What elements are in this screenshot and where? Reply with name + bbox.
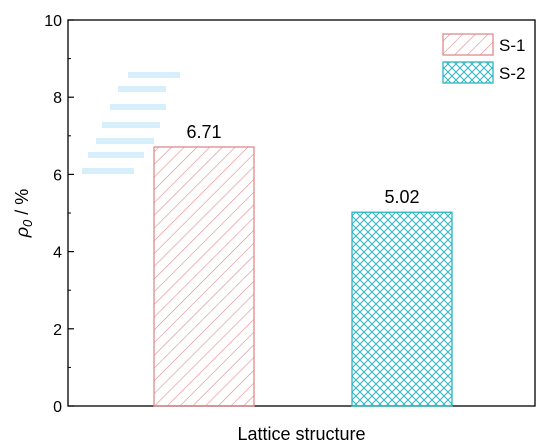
legend: S-1 S-2 <box>442 33 525 84</box>
y-tick-label: 0 <box>53 399 62 416</box>
y-tick-label: 6 <box>53 167 62 184</box>
y-axis-subscript: 0 <box>20 219 35 227</box>
data-label-s-1: 6.71 <box>186 122 221 142</box>
legend-label-s2: S-2 <box>499 64 525 83</box>
y-tick-label: 8 <box>53 90 62 107</box>
data-label-s-2: 5.02 <box>384 187 419 207</box>
legend-label-s1: S-1 <box>499 36 525 55</box>
x-axis-title: Lattice structure <box>237 424 365 444</box>
y-axis-symbol: ρ <box>12 227 32 238</box>
y-axis-title: ρ0 / % <box>12 189 35 239</box>
bars <box>153 146 453 407</box>
y-tick-label: 2 <box>53 322 62 339</box>
bar-s-2 <box>351 211 453 407</box>
bar-s-1 <box>153 146 255 407</box>
y-tick-label: 4 <box>53 245 62 262</box>
data-labels: 6.71 5.02 <box>186 122 419 207</box>
y-axis-unit: / % <box>12 189 32 220</box>
faint-artifact <box>82 72 180 174</box>
legend-swatch-s1 <box>442 33 494 56</box>
legend-swatch-s2 <box>442 61 494 84</box>
y-tick-label: 10 <box>44 13 62 30</box>
y-axis-ticks: 0 2 4 6 8 10 <box>44 13 74 416</box>
